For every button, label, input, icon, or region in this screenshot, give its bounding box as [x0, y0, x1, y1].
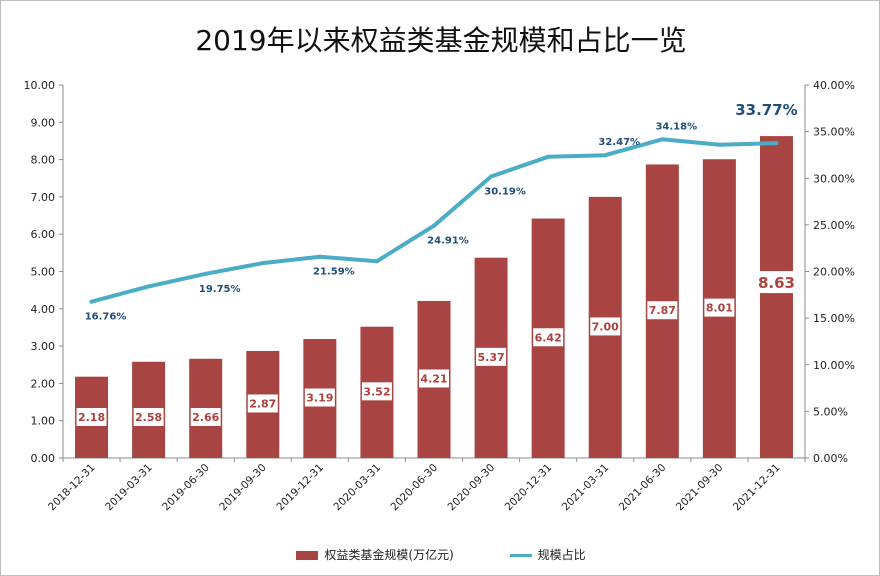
left-tick-label: 8.00: [31, 154, 56, 167]
right-tick-label: 25.00%: [813, 219, 855, 232]
bar-value-label-box: [304, 388, 335, 407]
x-tick-label: 2020-03-31: [331, 462, 383, 514]
ratio-point: [660, 137, 665, 142]
ratio-label: 33.77%: [735, 101, 797, 119]
bar-value-label: 8.63: [758, 274, 795, 292]
bar-value-label: 7.87: [649, 304, 676, 317]
bar-value-label: 6.42: [535, 331, 562, 344]
x-tick-label: 2020-09-30: [446, 462, 498, 514]
left-tick-label: 3.00: [31, 340, 56, 353]
bar-value-label-box: [419, 369, 449, 388]
bar-value-label: 3.52: [363, 385, 390, 398]
ratio-point: [489, 174, 494, 179]
ratio-point: [774, 141, 779, 146]
ratio-label: 30.19%: [484, 186, 526, 197]
bar: [759, 136, 793, 458]
right-tick-label: 5.00%: [813, 405, 848, 418]
bar-value-label-box: [704, 298, 735, 317]
bar-value-label-box: [476, 347, 507, 366]
ratio-point: [146, 284, 151, 289]
bar-value-label-box: [133, 408, 164, 426]
ratio-label: 32.47%: [598, 137, 640, 148]
ratio-point: [203, 271, 208, 276]
bar-value-label: 2.66: [192, 411, 219, 424]
right-tick-label: 20.00%: [813, 266, 855, 279]
legend-swatch-bar: [296, 551, 319, 560]
ratio-point: [260, 261, 265, 266]
ratio-point: [603, 153, 608, 158]
bar-value-label-box: [756, 271, 797, 294]
right-tick-label: 15.00%: [813, 312, 855, 325]
ratio-point: [89, 299, 94, 304]
x-tick-label: 2019-09-30: [217, 462, 269, 514]
bar-value-label: 2.18: [78, 411, 105, 424]
ratio-label: 16.76%: [85, 312, 127, 323]
legend-item-line: 规模占比: [509, 546, 586, 563]
chart-title: 2019年以来权益类基金规模和占比一览: [195, 24, 687, 57]
right-tick-label: 30.00%: [813, 172, 855, 185]
x-tick-label: 2020-06-30: [388, 462, 440, 514]
ratio-point: [717, 142, 722, 147]
ratio-label: 34.18%: [655, 121, 697, 132]
legend: 权益类基金规模(万亿元) 规模占比: [1, 546, 879, 563]
right-tick-label: 0.00%: [813, 452, 848, 465]
bar-value-label-box: [247, 394, 278, 413]
x-tick-label: 2019-03-31: [103, 462, 155, 514]
bar-value-label: 3.19: [306, 392, 333, 405]
bar-value-label: 5.37: [478, 351, 505, 364]
left-tick-label: 10.00: [24, 79, 56, 92]
bar-value-label-box: [647, 301, 678, 320]
bar-value-label: 2.87: [249, 397, 276, 410]
bar-value-label: 2.58: [135, 411, 162, 424]
left-tick-label: 5.00: [31, 266, 56, 279]
ratio-point: [432, 223, 436, 228]
x-tick-label: 2018-12-31: [46, 462, 98, 514]
bar-value-label-box: [76, 408, 107, 426]
right-tick-label: 40.00%: [813, 79, 855, 92]
left-tick-label: 7.00: [31, 191, 56, 204]
legend-swatch-line: [509, 554, 532, 557]
ratio-point: [317, 254, 322, 259]
bar-value-label-box: [590, 317, 621, 336]
ratio-label: 19.75%: [199, 284, 241, 295]
x-tick-label: 2021-12-31: [731, 462, 783, 514]
bar-value-label-box: [533, 328, 564, 347]
x-tick-label: 2021-06-30: [617, 462, 669, 514]
bar-value-label: 4.21: [420, 372, 447, 385]
right-tick-label: 10.00%: [813, 359, 855, 372]
legend-label-bar: 权益类基金规模(万亿元): [324, 548, 454, 562]
legend-label-line: 规模占比: [537, 548, 586, 562]
x-tick-label: 2021-09-30: [674, 462, 726, 514]
left-tick-label: 2.00: [31, 377, 56, 390]
legend-item-bar: 权益类基金规模(万亿元): [296, 546, 454, 563]
bar-value-label-box: [190, 408, 221, 426]
x-tick-label: 2020-12-31: [503, 462, 555, 514]
left-tick-label: 1.00: [31, 415, 56, 428]
left-tick-label: 6.00: [31, 228, 56, 241]
x-tick-label: 2019-12-31: [274, 462, 326, 514]
bar-value-label-box: [361, 382, 392, 401]
left-tick-label: 4.00: [31, 303, 56, 316]
left-tick-label: 9.00: [31, 116, 56, 129]
ratio-label: 24.91%: [427, 236, 469, 247]
ratio-point: [546, 154, 551, 159]
ratio-label: 21.59%: [313, 267, 355, 278]
left-tick-label: 0.00: [31, 452, 56, 465]
bar-value-label: 8.01: [706, 302, 733, 315]
x-tick-label: 2019-06-30: [160, 462, 212, 514]
bar-value-label: 7.00: [592, 320, 619, 333]
x-tick-label: 2021-03-31: [560, 462, 612, 514]
right-tick-label: 35.00%: [813, 126, 855, 139]
ratio-point: [374, 259, 379, 264]
